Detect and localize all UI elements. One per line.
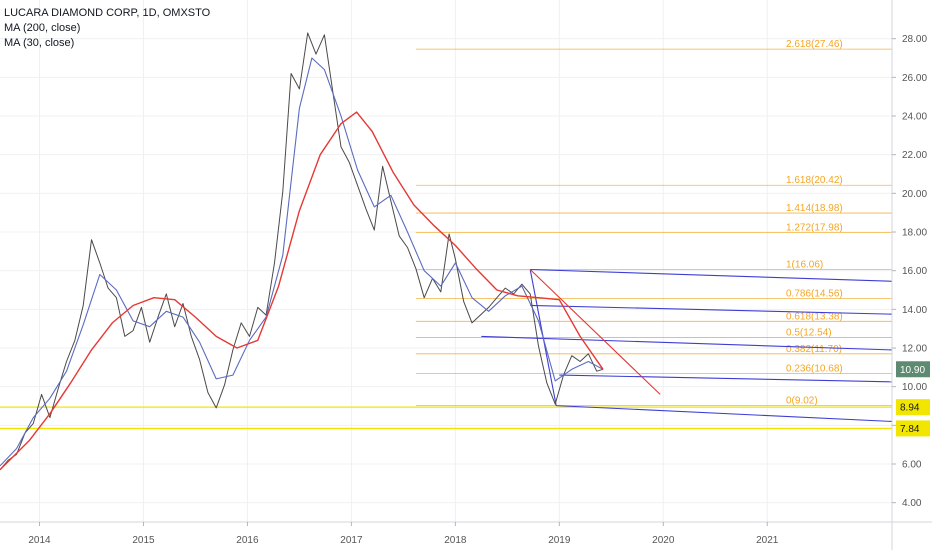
support-badge: [896, 399, 930, 416]
legend: LUCARA DIAMOND CORP, 1D, OMXSTO MA (200,…: [4, 6, 210, 51]
fibonacci-levels[interactable]: 0(9.02) 0.236(10.68) 0.382(11.70) 0.5(12.54…: [415, 39, 892, 407]
support-badge-label: 7.84: [900, 424, 920, 435]
last-price-label: 10.90: [900, 365, 925, 376]
y-tick-label: 6.00: [902, 460, 922, 471]
y-tick-label: 26.00: [902, 73, 927, 84]
trend-line-channel-lower-mid: [481, 335, 893, 351]
y-tick-label: 16.00: [902, 266, 927, 277]
trend-lines[interactable]: [481, 268, 893, 423]
x-tick-label: 2015: [132, 535, 155, 546]
x-tick-label: 2021: [756, 535, 779, 546]
series-line-ma-200-close-: [0, 111, 604, 471]
trend-line-channel-upper-mid: [530, 304, 893, 315]
series: [0, 32, 604, 471]
fib-level-label: 1.618(20.42): [786, 175, 843, 186]
y-tick-label: 24.00: [902, 112, 927, 123]
fib-level-label: 0.382(11.70): [786, 344, 842, 355]
x-tick-label: 2020: [652, 535, 675, 546]
support-badge: [896, 420, 930, 437]
grid: [0, 0, 892, 522]
series-line-price: [0, 32, 604, 471]
x-tick-label: 2018: [444, 535, 467, 546]
x-tick-label: 2016: [236, 535, 259, 546]
fib-level-label: 1(16.06): [786, 260, 823, 271]
fib-level-label: 1.414(18.98): [786, 203, 843, 214]
fib-level-label: 2.618(27.46): [786, 39, 843, 50]
legend-symbol[interactable]: LUCARA DIAMOND CORP, 1D, OMXSTO: [4, 7, 211, 19]
trend-line-channel-top: [530, 268, 893, 282]
y-tick-label: 4.00: [902, 498, 922, 509]
fib-level-label: 0.5(12.54): [786, 328, 832, 339]
trend-line-channel-low: [559, 374, 893, 383]
y-tick-label: 22.00: [902, 150, 927, 161]
fib-level-label: 1.272(17.98): [786, 222, 843, 233]
y-tick-label: 14.00: [902, 305, 927, 316]
y-tick-label: 18.00: [902, 228, 927, 239]
y-tick-label: 20.00: [902, 189, 927, 200]
legend-ma30[interactable]: MA (30, close): [4, 37, 75, 49]
fib-level-label: 0(9.02): [786, 396, 818, 407]
y-tick-label: 28.00: [902, 34, 927, 45]
down-trendline: [529, 269, 661, 395]
support-badge-label: 8.94: [900, 403, 920, 414]
last-price-badge: [896, 361, 930, 378]
x-tick-label: 2017: [340, 535, 363, 546]
legend-ma200[interactable]: MA (200, close): [4, 22, 81, 34]
y-tick-label: 10.00: [902, 382, 927, 393]
fib-level-label: 0.618(13.38): [786, 311, 843, 322]
series-line-ma-30-close-: [0, 57, 604, 467]
x-tick-label: 2014: [28, 535, 51, 546]
support-lines[interactable]: [0, 406, 892, 430]
trend-line-channel-bottom: [556, 405, 893, 423]
fib-level-label: 0.236(10.68): [786, 364, 843, 375]
x-tick-label: 2019: [548, 535, 571, 546]
fib-level-label: 0.786(14.56): [786, 289, 843, 300]
y-tick-label: 12.00: [902, 344, 927, 355]
